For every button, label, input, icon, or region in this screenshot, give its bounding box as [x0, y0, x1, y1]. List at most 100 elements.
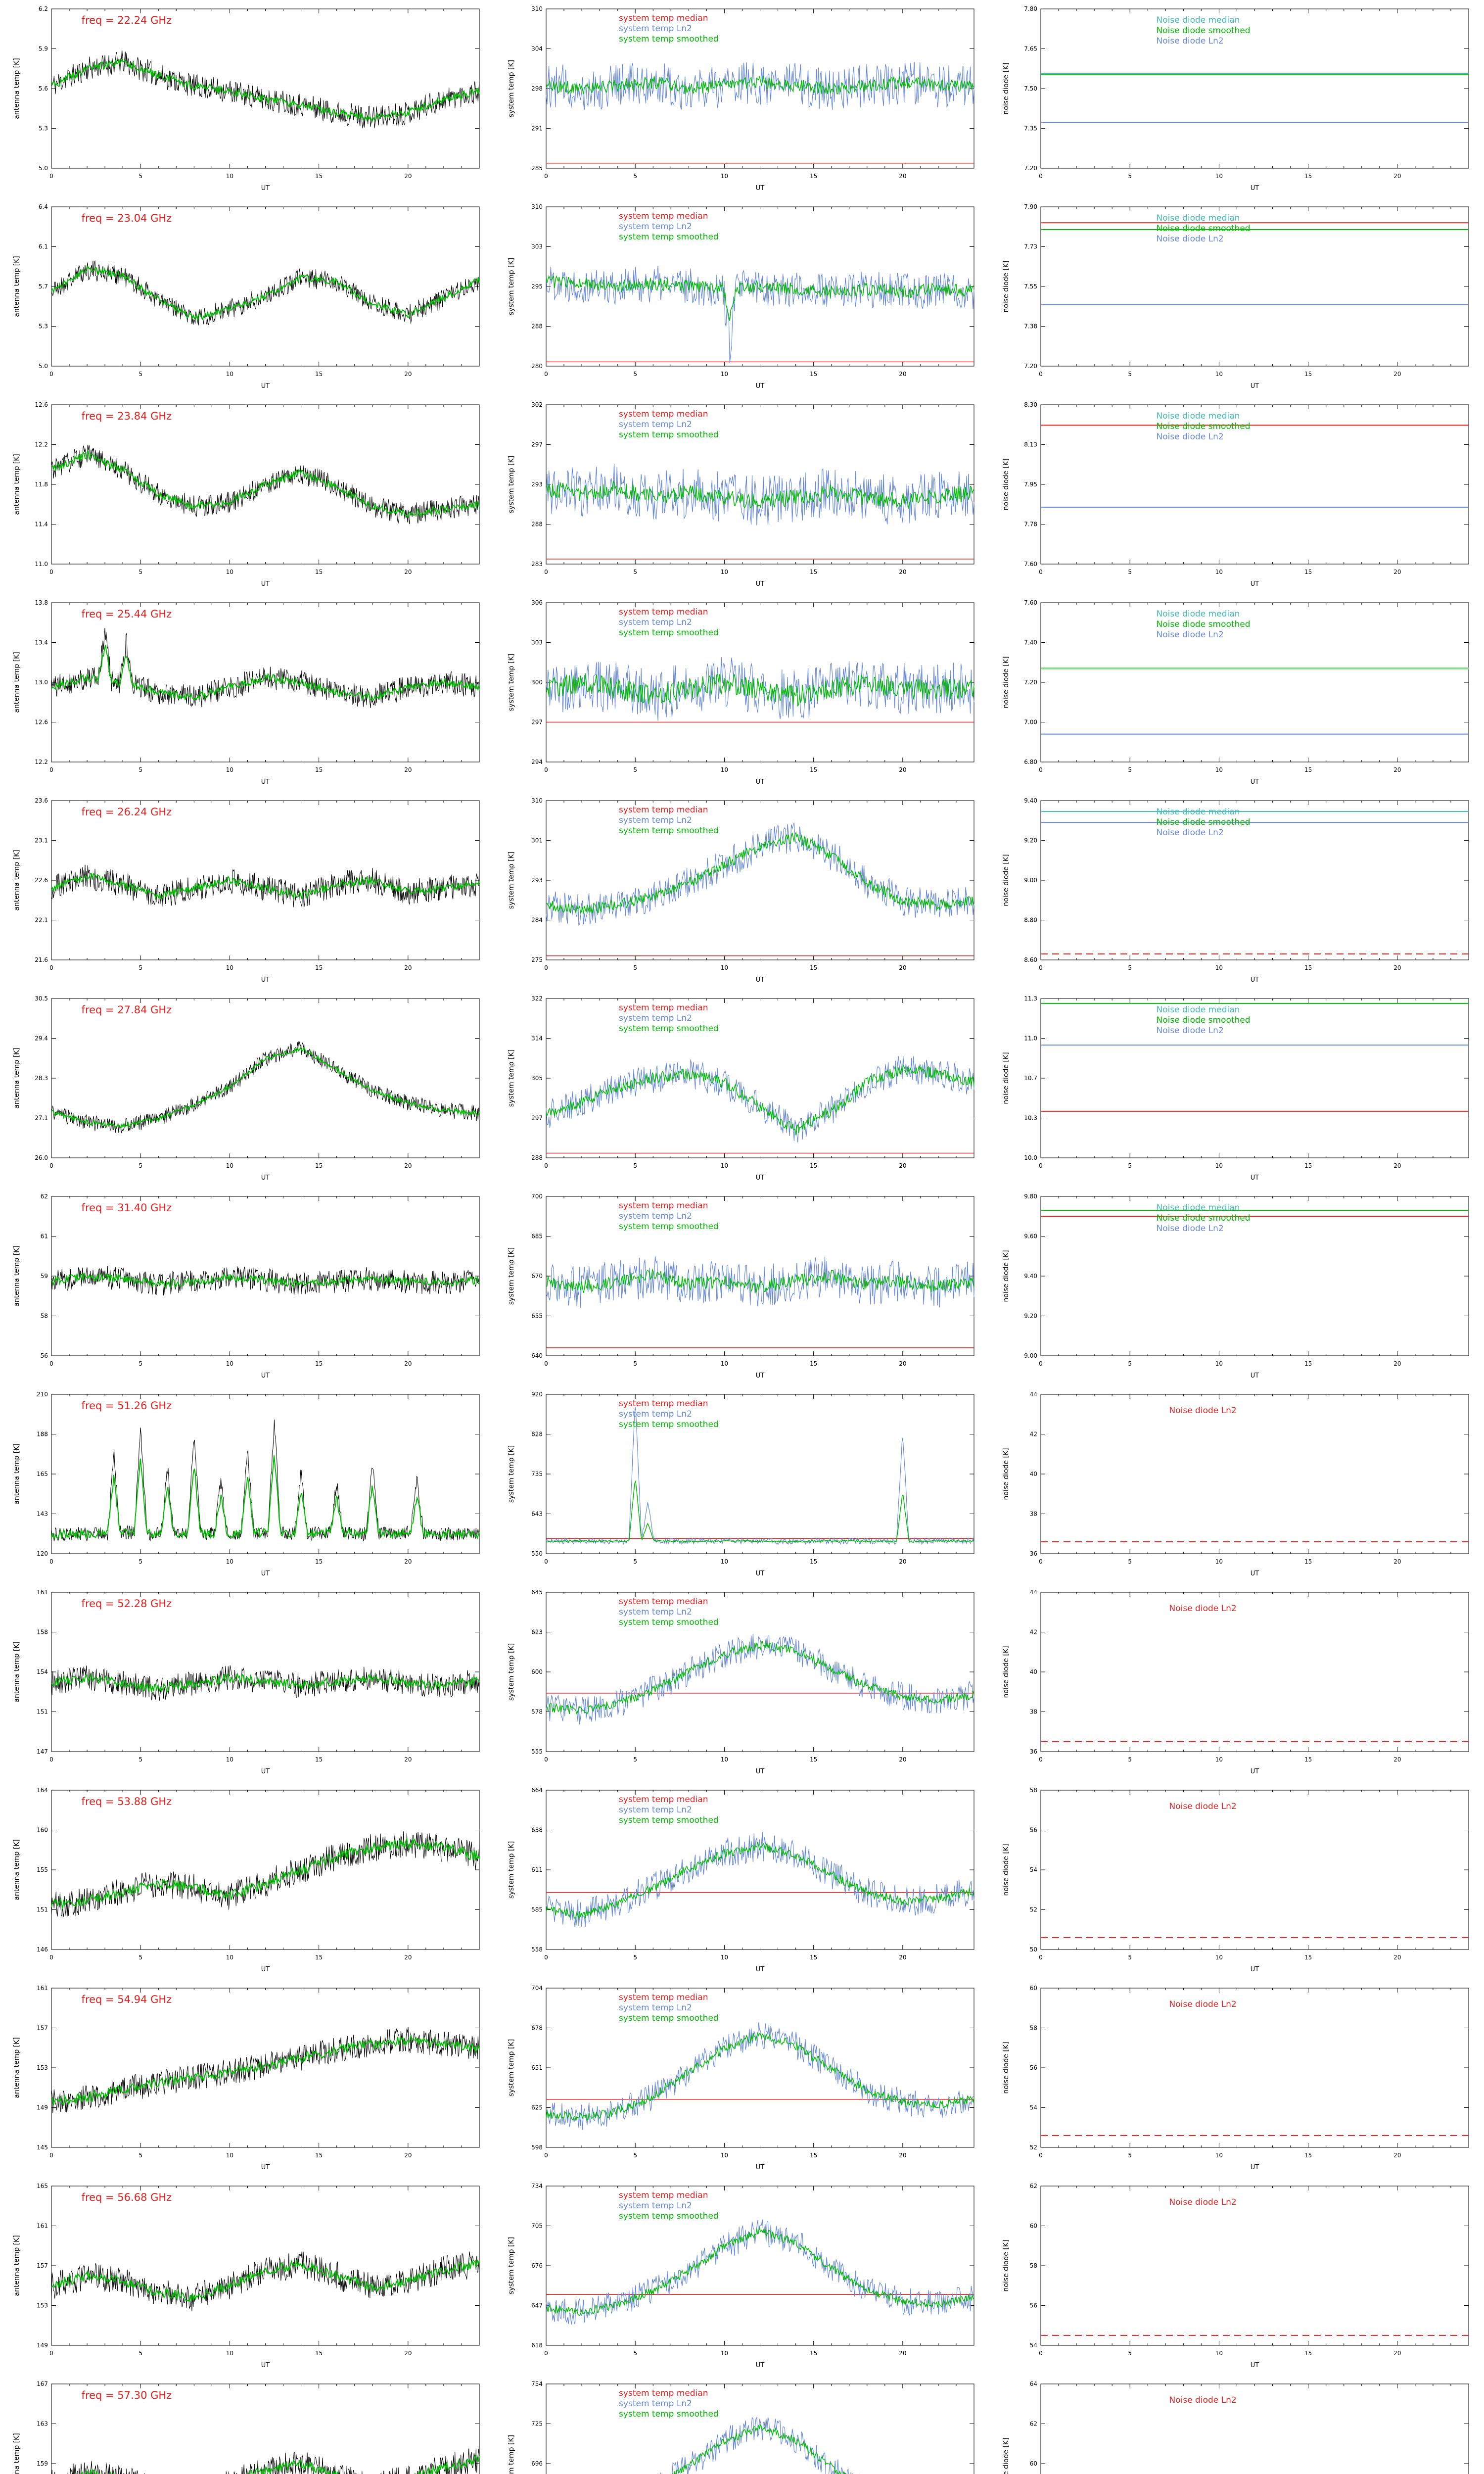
ln2-series	[546, 822, 974, 926]
y-tick-label: 5.0	[39, 165, 48, 172]
x-tick-label: 20	[404, 1360, 412, 1367]
mid-legend-entry: system temp median	[619, 1399, 708, 1409]
x-tick-label: 20	[404, 569, 412, 575]
smoothed-series	[75, 2454, 480, 2474]
chart-left-row-13: 15115515916316705101520UTantenna temp [K…	[13, 2380, 480, 2474]
y-tick-label: 7.20	[1024, 165, 1037, 172]
y-tick-label: 40	[1030, 1471, 1037, 1477]
x-tick-label: 10	[1215, 1360, 1223, 1367]
x-tick-label: 20	[404, 1558, 412, 1565]
y-tick-label: 58	[41, 1313, 48, 1320]
y-tick-label: 56	[1030, 2064, 1037, 2071]
panel-mid-row-13: 63866769672575405101520UTsystem temp [K]…	[495, 2375, 989, 2474]
y-tick-label: 28.3	[35, 1075, 48, 1082]
mid-legend-entry: system temp smoothed	[619, 1815, 719, 1825]
ln2-series	[657, 2417, 860, 2474]
y-axis-label: system temp [K]	[508, 1247, 515, 1305]
plot-row-5: 21.6 22.1 22.6 23.1 23.6 0 5 10 15 20 UT antenna te…	[0, 792, 1484, 990]
y-tick-label: 310	[531, 797, 543, 804]
y-tick-label: 585	[531, 1906, 543, 1913]
mid-legend-entry: system temp smoothed	[619, 2013, 719, 2023]
x-tick-label: 10	[1215, 2152, 1223, 2159]
x-tick-label: 20	[1393, 1162, 1401, 1169]
x-tick-label: 15	[315, 1558, 323, 1565]
raw-series	[51, 2027, 480, 2113]
y-tick-label: 149	[37, 2342, 48, 2349]
y-axis-label: system temp [K]	[508, 258, 515, 315]
y-tick-label: 725	[531, 2421, 543, 2427]
y-tick-label: 655	[531, 1313, 543, 1320]
x-axis-label: UT	[261, 1372, 270, 1380]
y-tick-label: 555	[531, 1748, 543, 1755]
x-tick-label: 15	[315, 2350, 323, 2357]
y-tick-label: 151	[37, 1709, 48, 1715]
smoothed-series	[51, 1837, 480, 1909]
x-tick-label: 20	[1393, 1954, 1401, 1961]
x-tick-label: 15	[1304, 766, 1312, 773]
x-tick-label: 15	[1304, 1360, 1312, 1367]
mid-legend-entry: system temp median	[619, 805, 708, 815]
raw-series	[51, 1419, 480, 1542]
raw-series	[51, 628, 480, 709]
y-tick-label: 40	[1030, 1668, 1037, 1675]
y-axis-label: antenna temp [K]	[13, 454, 21, 515]
panel-mid-row-7: 640 655 670 685 700 0 5 10 15 20 UT system temp [K]…	[495, 1188, 989, 1385]
y-tick-label: 29.4	[35, 1035, 48, 1042]
y-tick-label: 13.8	[35, 599, 48, 606]
x-tick-label: 15	[810, 1162, 817, 1169]
y-tick-label: 52	[1030, 1906, 1037, 1913]
chart-mid-row-3: 283 288 293 297 302 0 5 10 15 20 UT system temp [K]…	[508, 401, 974, 588]
x-tick-label: 5	[633, 1954, 637, 1961]
raw-series	[51, 260, 480, 326]
y-tick-label: 188	[37, 1431, 48, 1438]
panel-mid-row-8: 550 643 735 828 920 0 5 10 15 20 UT system temp [K]…	[495, 1385, 989, 1583]
panel-right-row-6: 10.0 10.3 10.7 11.0 11.3 0 5 10 15 20 UT noise diod…	[989, 990, 1484, 1188]
y-tick-label: 158	[37, 1629, 48, 1636]
y-tick-label: 303	[531, 639, 543, 646]
y-tick-label: 23.1	[35, 837, 48, 844]
chart-mid-row-1: 285 291 298 304 310 0 5 10 15 20 UT system temp [K]…	[508, 5, 974, 192]
smoothed-series	[546, 831, 974, 914]
chart-mid-row-7: 640 655 670 685 700 0 5 10 15 20 UT system temp [K]…	[508, 1193, 974, 1380]
y-tick-label: 59	[41, 1273, 48, 1280]
x-tick-label: 5	[139, 1756, 142, 1763]
mid-legend-entry: system temp median	[619, 1597, 708, 1607]
right-legend-entry: Noise diode median	[1157, 411, 1240, 421]
freq-label: freq = 25.44 GHz	[82, 608, 172, 620]
mid-legend-entry: system temp smoothed	[619, 232, 719, 242]
plot-row-3: 11.0 11.4 11.8 12.2 12.6 0 5 10 15 20 UT antenna te…	[0, 396, 1484, 594]
chart-mid-row-6: 288 297 305 314 322 0 5 10 15 20 UT system temp [K]…	[508, 995, 974, 1182]
y-tick-label: 10.3	[1024, 1115, 1037, 1122]
y-tick-label: 643	[531, 1511, 543, 1518]
chart-mid-row-9: 555 578 600 623 645 0 5 10 15 20 UT system temp [K]…	[508, 1589, 974, 1775]
panel-left-row-6: 26.0 27.1 28.3 29.4 30.5 0 5 10 15 20 UT antenna te…	[0, 990, 495, 1188]
ln2-series	[546, 2022, 974, 2130]
raw-series	[51, 1266, 480, 1296]
x-tick-label: 10	[721, 1360, 728, 1367]
y-tick-label: 11.0	[35, 561, 48, 568]
freq-label: freq = 23.04 GHz	[82, 212, 172, 224]
plot-row-13: 15115515916316705101520UTantenna temp [K…	[0, 2375, 1484, 2474]
x-tick-label: 15	[1304, 173, 1312, 180]
x-tick-label: 0	[49, 173, 53, 180]
y-tick-label: 294	[531, 759, 543, 765]
chart-left-row-11: 145 149 153 157 161 0 5 10 15 20 UT antenna temp [K…	[13, 1985, 480, 2171]
raw-series	[51, 444, 480, 524]
y-tick-label: 62	[1030, 2421, 1037, 2427]
mid-legend-entry: system temp Ln2	[619, 1211, 692, 1221]
y-tick-label: 5.7	[39, 283, 48, 290]
y-axis-label: noise diode [K]	[1002, 62, 1010, 114]
x-axis-label: UT	[756, 976, 765, 984]
x-tick-label: 5	[1128, 1558, 1132, 1565]
smoothed-series	[51, 1047, 480, 1130]
ln2-series	[546, 1832, 974, 1928]
y-tick-label: 60	[1030, 2460, 1037, 2467]
smoothed-series	[546, 76, 974, 95]
mid-legend-entry: system temp Ln2	[619, 2399, 692, 2409]
smoothed-series	[51, 450, 480, 519]
panel-mid-row-1: 285 291 298 304 310 0 5 10 15 20 UT system temp [K]…	[495, 0, 989, 198]
y-tick-label: 157	[37, 2262, 48, 2269]
y-axis-label: noise diode [K]	[1002, 1646, 1010, 1698]
x-tick-label: 0	[49, 371, 53, 378]
y-tick-label: 52	[1030, 2144, 1037, 2151]
